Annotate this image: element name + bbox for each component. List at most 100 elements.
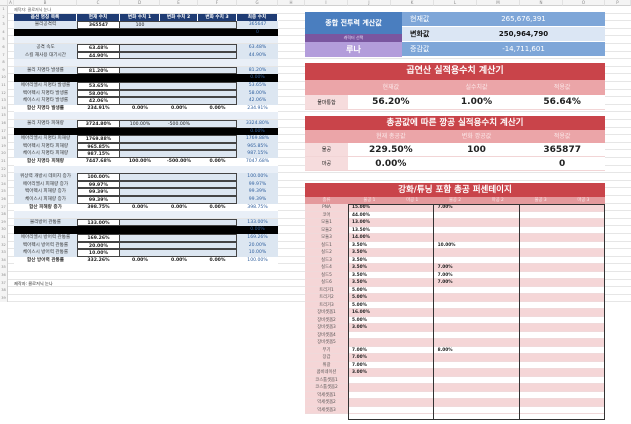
row-number[interactable]: 17 [0, 127, 8, 136]
option-value[interactable] [120, 226, 160, 234]
calc3-cell[interactable]: 3.00% [352, 325, 367, 330]
option-value[interactable] [198, 128, 237, 136]
option-value[interactable] [198, 51, 237, 60]
row-number[interactable]: 15 [0, 112, 8, 120]
calc1-value[interactable]: 56.20% [372, 97, 410, 107]
option-value[interactable] [160, 150, 198, 158]
calc3-cell[interactable]: 7.00% [352, 355, 367, 360]
option-value[interactable] [120, 128, 160, 136]
option-value[interactable] [198, 173, 237, 181]
column-header[interactable]: N [520, 0, 563, 6]
row-number[interactable]: 5 [0, 36, 8, 44]
row-number[interactable]: 11 [0, 82, 8, 90]
option-value[interactable]: 42.06% [77, 97, 120, 105]
row-number[interactable]: 7 [0, 51, 8, 60]
calc3-cell[interactable]: 3.50% [352, 272, 367, 278]
calc3-cell[interactable]: 5.00% [352, 295, 367, 300]
option-value[interactable]: 81.20% [77, 66, 120, 75]
row-number[interactable]: 21 [0, 158, 8, 166]
calc3-cell[interactable]: 10.00% [437, 242, 456, 248]
column-header[interactable]: H [278, 0, 305, 6]
option-value[interactable] [198, 97, 237, 105]
option-value[interactable] [160, 135, 198, 143]
option-value[interactable] [198, 249, 237, 257]
row-number[interactable]: 38 [0, 287, 8, 295]
option-value[interactable] [198, 44, 237, 52]
option-value[interactable] [160, 241, 198, 250]
row-number[interactable]: 23 [0, 173, 8, 181]
calc3-cell[interactable]: 7.00% [437, 265, 453, 270]
option-value[interactable] [160, 97, 198, 105]
column-header[interactable]: A [8, 0, 14, 6]
option-value[interactable] [120, 188, 160, 196]
option-value[interactable]: 20.00% [77, 241, 120, 250]
option-value[interactable] [120, 97, 160, 105]
option-value[interactable] [160, 142, 198, 151]
option-value[interactable]: 169.26% [77, 234, 120, 242]
option-value[interactable] [77, 226, 120, 234]
option-value[interactable] [120, 89, 160, 98]
row-number[interactable]: 37 [0, 279, 8, 288]
option-value[interactable] [160, 66, 198, 75]
option-value[interactable] [160, 89, 198, 98]
row-number[interactable]: 16 [0, 120, 8, 128]
row-number[interactable]: 1 [0, 6, 8, 14]
calc3-cell[interactable]: 3.50% [352, 280, 367, 285]
column-header[interactable]: F [198, 0, 237, 6]
option-value[interactable]: 0.00% [198, 158, 237, 166]
option-value[interactable]: 100.00% [120, 120, 160, 128]
row-number[interactable]: 13 [0, 97, 8, 105]
option-value[interactable]: 99.97% [77, 180, 120, 189]
option-value[interactable]: 1769.88% [77, 135, 120, 143]
row-number[interactable]: 14 [0, 104, 8, 113]
calc1-value[interactable]: 1.00% [460, 97, 493, 107]
column-header[interactable]: O [563, 0, 605, 6]
column-header[interactable]: G [237, 0, 278, 6]
calc3-cell[interactable]: 16.00% [352, 310, 370, 315]
option-value[interactable]: 398.75% [77, 203, 120, 212]
calc3-cell[interactable]: 7.00% [437, 280, 453, 285]
option-value[interactable] [120, 74, 160, 82]
option-value[interactable]: 0.00% [160, 104, 198, 113]
option-value[interactable]: 0.00% [198, 203, 237, 212]
option-value[interactable] [120, 66, 160, 75]
option-value[interactable]: 53.65% [77, 82, 120, 90]
option-value[interactable] [160, 44, 198, 52]
option-value[interactable]: 133.00% [77, 218, 120, 227]
column-header[interactable]: L [434, 0, 477, 6]
option-value[interactable] [198, 218, 237, 227]
calc3-cell[interactable]: 5.00% [352, 287, 367, 293]
option-value[interactable] [198, 142, 237, 151]
option-value[interactable] [160, 218, 198, 227]
calc3-cell[interactable]: 13.00% [352, 220, 370, 225]
option-value[interactable]: 0.00% [198, 256, 237, 265]
row-number[interactable]: 18 [0, 135, 8, 143]
row-number[interactable]: 27 [0, 203, 8, 212]
option-value[interactable]: 100 [120, 21, 160, 29]
column-header[interactable]: C [77, 0, 120, 6]
option-value[interactable] [120, 135, 160, 143]
option-value[interactable] [120, 82, 160, 90]
option-value[interactable]: 0.00% [160, 256, 198, 265]
option-value[interactable]: 365547 [77, 21, 120, 29]
option-value[interactable] [198, 196, 237, 204]
row-number[interactable]: 2 [0, 13, 8, 22]
calc3-cell[interactable]: 3.00% [352, 370, 367, 375]
option-value[interactable] [160, 128, 198, 136]
option-value[interactable] [120, 234, 160, 242]
option-value[interactable]: 0.00% [160, 203, 198, 212]
option-value[interactable] [160, 21, 198, 29]
character-select[interactable]: 루나 [305, 42, 402, 57]
option-value[interactable]: 7447.68% [77, 158, 120, 166]
row-number[interactable]: 29 [0, 218, 8, 227]
column-header[interactable]: B [14, 0, 77, 6]
row-number[interactable]: 10 [0, 74, 8, 82]
calc3-cell[interactable]: 3.50% [352, 250, 367, 255]
row-number[interactable]: 19 [0, 142, 8, 151]
option-value[interactable] [120, 150, 160, 158]
option-value[interactable]: 99.39% [77, 188, 120, 196]
row-number[interactable]: 31 [0, 234, 8, 242]
option-value[interactable]: 10.00% [77, 249, 120, 257]
option-value[interactable] [160, 234, 198, 242]
option-value[interactable] [120, 218, 160, 227]
